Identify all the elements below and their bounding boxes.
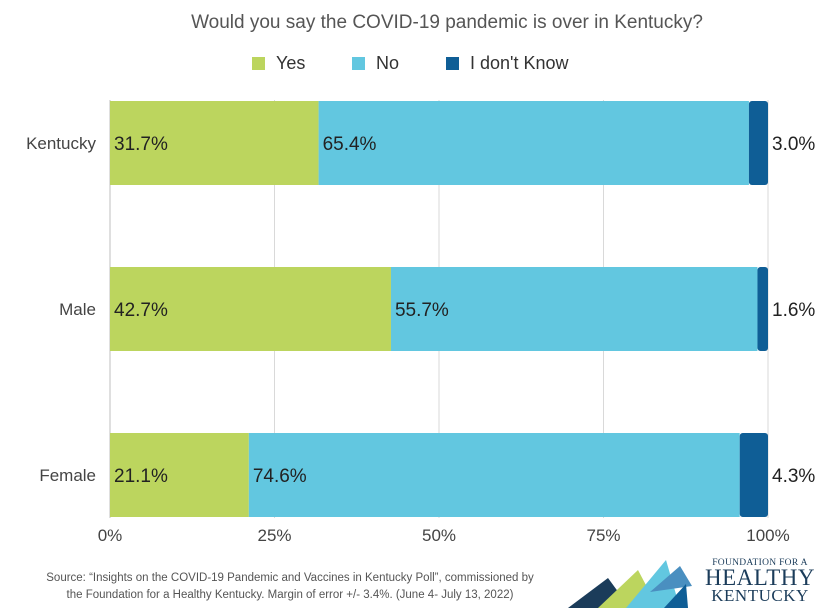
bars: 31.7% 65.4% 3.0% 42.7% 55.7% 1.6% 21.1% 74.6% 4.… (110, 101, 815, 517)
data-label-male-1: 55.7% (395, 300, 449, 321)
bar-female-yes (110, 433, 249, 517)
x-tick-label-4: 100% (746, 526, 789, 545)
legend-swatch-2 (446, 57, 459, 70)
data-label-kentucky-2: 3.0% (772, 134, 815, 155)
data-label-female-1: 74.6% (253, 466, 307, 487)
logo-line-3: KENTUCKY (711, 586, 809, 605)
bar-female-idontknow (739, 433, 768, 517)
bar-kentucky-yes (110, 101, 319, 185)
category-label-female: Female (39, 466, 96, 485)
category-label-kentucky: Kentucky (26, 134, 96, 153)
bar-male-idontknow (757, 267, 768, 351)
data-label-kentucky-1: 65.4% (323, 134, 377, 155)
bar-male-yes (110, 267, 391, 351)
bar-female-no (248, 433, 740, 517)
category-label-male: Male (59, 300, 96, 319)
legend-swatch-1 (352, 57, 365, 70)
logo-shape-lightblue (626, 560, 680, 608)
logo-line-1: FOUNDATION FOR A (712, 558, 808, 568)
legend-label-1: No (376, 53, 399, 73)
logo-shape-navy (664, 584, 688, 608)
bar-male-no (390, 267, 758, 351)
data-label-male-2: 1.6% (772, 300, 815, 321)
stacked-bar-chart: Would you say the COVID-19 pandemic is o… (26, 12, 815, 545)
chart-title: Would you say the COVID-19 pandemic is o… (191, 12, 703, 33)
x-tick-label-3: 75% (586, 526, 620, 545)
data-label-male-0: 42.7% (114, 300, 168, 321)
x-axis-ticks: 0% 25% 50% 75% 100% (98, 526, 790, 545)
bar-kentucky-idontknow (748, 101, 768, 185)
source-note: Source: “Insights on the COVID-19 Pandem… (0, 570, 580, 604)
source-line-1: Source: “Insights on the COVID-19 Pandem… (46, 572, 534, 584)
x-tick-label-2: 50% (422, 526, 456, 545)
category-labels: Kentucky Male Female (26, 134, 96, 485)
data-label-kentucky-0: 31.7% (114, 134, 168, 155)
x-tick-label-1: 25% (257, 526, 291, 545)
legend-swatch-0 (252, 57, 265, 70)
data-label-female-2: 4.3% (772, 466, 815, 487)
bar-kentucky-no (318, 101, 749, 185)
legend: Yes No I don't Know (252, 53, 570, 73)
logo-line-2: HEALTHY (705, 565, 815, 590)
legend-label-0: Yes (276, 53, 305, 73)
data-label-female-0: 21.1% (114, 466, 168, 487)
logo-text: FOUNDATION FOR A HEALTHY KENTUCKY (686, 558, 834, 604)
x-tick-label-0: 0% (98, 526, 123, 545)
logo-shape-blue (650, 566, 692, 592)
legend-label-2: I don't Know (470, 53, 570, 73)
foundation-logo-mark (568, 560, 692, 608)
source-line-2: the Foundation for a Healthy Kentucky. M… (66, 589, 514, 601)
